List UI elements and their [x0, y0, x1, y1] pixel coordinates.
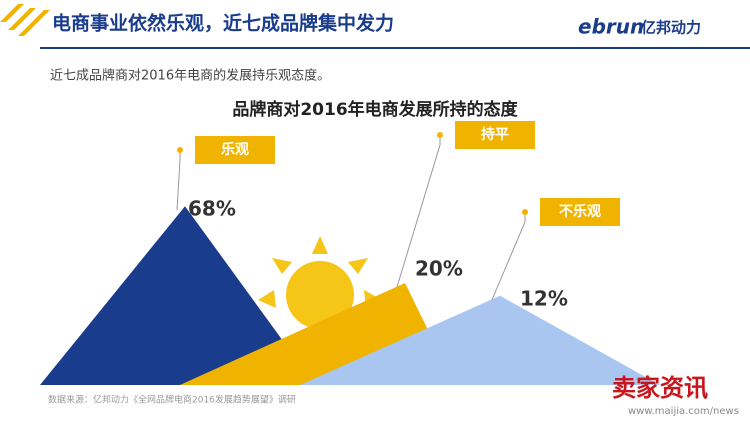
watermark: 卖家资讯 — [612, 374, 708, 402]
source: 数据来源：亿邦动力《全网品牌电商2016发展趋势展望》调研 — [48, 394, 296, 406]
chart-title: 品牌商对2016年电商发展所持的态度 — [232, 99, 518, 120]
leader-line — [176, 150, 181, 211]
value-label: 20% — [415, 257, 463, 281]
leader-dot — [522, 209, 528, 215]
leader-dot — [177, 147, 183, 153]
header-title: 电商事业依然乐观，近七成品牌集中发力 — [52, 12, 394, 35]
mountain — [40, 206, 315, 385]
leader-line — [491, 212, 526, 300]
value-label: 68% — [188, 197, 236, 221]
watermark-url: www.maijia.com/news — [628, 406, 739, 417]
category-box — [540, 198, 620, 226]
leader-dot — [437, 132, 443, 138]
value-label: 12% — [520, 287, 568, 311]
category-label: 乐观 — [221, 141, 249, 158]
header-icon — [0, 4, 50, 36]
mountain — [300, 295, 660, 385]
subtitle: 近七成品牌商对2016年电商的发展持乐观态度。 — [50, 68, 330, 84]
category-label: 持平 — [481, 126, 509, 143]
leader-line — [396, 135, 441, 288]
category-box — [195, 136, 275, 164]
logo-cn: 亿邦动力 — [641, 19, 701, 37]
category-box — [455, 121, 535, 149]
category-label: 不乐观 — [559, 203, 601, 220]
logo: ebrun — [578, 15, 644, 39]
